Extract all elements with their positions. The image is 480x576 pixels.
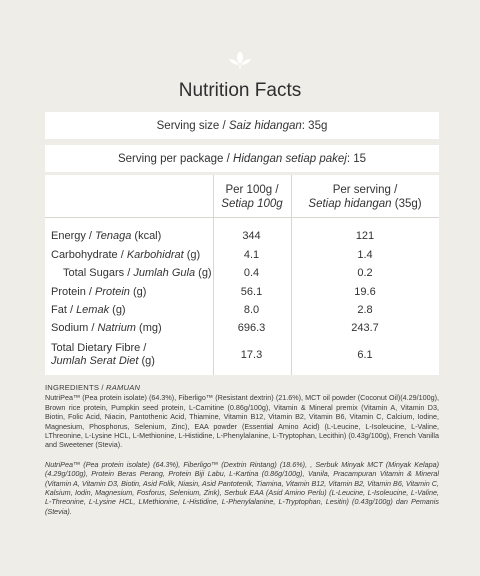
col-header-per-100g: Per 100g / Setiap 100g bbox=[221, 184, 283, 210]
serving-per-package-bar: Serving per package / Hidangan setiap pa… bbox=[45, 145, 439, 172]
value-per-serving: 243.7 bbox=[351, 322, 379, 334]
value-per-serving: 2.8 bbox=[357, 304, 373, 316]
row-label: Carbohydrate / Karbohidrat (g) bbox=[51, 249, 201, 261]
value-per-100g: 17.3 bbox=[240, 349, 263, 361]
value-per-serving: 19.6 bbox=[354, 286, 376, 298]
value-per-serving: 6.1 bbox=[357, 349, 373, 361]
ingredients-malay: NutriPea™ (Pea protein isolate) (64.3%),… bbox=[45, 459, 439, 516]
row-label: Sodium / Natrium (mg) bbox=[51, 322, 162, 334]
value-per-100g: 4.1 bbox=[243, 249, 260, 261]
leaf-logo-icon bbox=[229, 51, 251, 69]
value-per-100g: 8.0 bbox=[243, 304, 260, 316]
col-header-per-serving: Per serving / Setiap hidangan (35g) bbox=[308, 184, 422, 210]
page-title: Nutrition Facts bbox=[178, 80, 302, 101]
row-label: Energy / Tenaga (kcal) bbox=[51, 230, 162, 242]
header-divider bbox=[45, 217, 439, 218]
table-row: Carbohydrate / Karbohidrat (g) 4.1 1.4 bbox=[45, 246, 439, 264]
table-row: Total Dietary Fibre / Jumlah Serat Diet (… bbox=[45, 341, 439, 369]
value-per-100g: 0.4 bbox=[243, 267, 260, 279]
table-row: Total Sugars / Jumlah Gula (g) 0.4 0.2 bbox=[45, 264, 439, 282]
value-per-serving: 1.4 bbox=[357, 249, 373, 261]
ingredients-english: NutriPea™ (Pea protein isolate) (64.3%),… bbox=[45, 393, 439, 450]
row-label: Total Sugars / Jumlah Gula (g) bbox=[63, 267, 212, 279]
table-row: Energy / Tenaga (kcal) 344 121 bbox=[45, 227, 439, 245]
column-divider bbox=[213, 175, 214, 375]
serving-size-label: Serving size / Saiz hidangan: 35g bbox=[156, 119, 328, 132]
row-label: Protein / Protein (g) bbox=[51, 286, 147, 298]
serving-per-package-label: Serving per package / Hidangan setiap pa… bbox=[117, 152, 367, 165]
table-row: Protein / Protein (g) 56.1 19.6 bbox=[45, 283, 439, 301]
value-per-serving: 0.2 bbox=[357, 267, 373, 279]
ingredients-section: INGREDIENTS / RAMUAN NutriPea™ (Pea prot… bbox=[45, 383, 439, 516]
table-row: Fat / Lemak (g) 8.0 2.8 bbox=[45, 301, 439, 319]
value-per-serving: 121 bbox=[355, 230, 375, 242]
column-divider bbox=[291, 175, 292, 375]
table-row: Sodium / Natrium (mg) 696.3 243.7 bbox=[45, 319, 439, 337]
row-label: Fat / Lemak (g) bbox=[51, 304, 126, 316]
value-per-100g: 56.1 bbox=[240, 286, 263, 298]
nutrition-table: Per 100g / Setiap 100g Per serving / Set… bbox=[45, 175, 439, 375]
row-label: Total Dietary Fibre / Jumlah Serat Diet (… bbox=[51, 342, 155, 367]
value-per-100g: 696.3 bbox=[237, 322, 266, 334]
value-per-100g: 344 bbox=[242, 230, 261, 242]
serving-size-bar: Serving size / Saiz hidangan: 35g bbox=[45, 112, 439, 139]
ingredients-heading: INGREDIENTS / RAMUAN bbox=[45, 383, 141, 392]
